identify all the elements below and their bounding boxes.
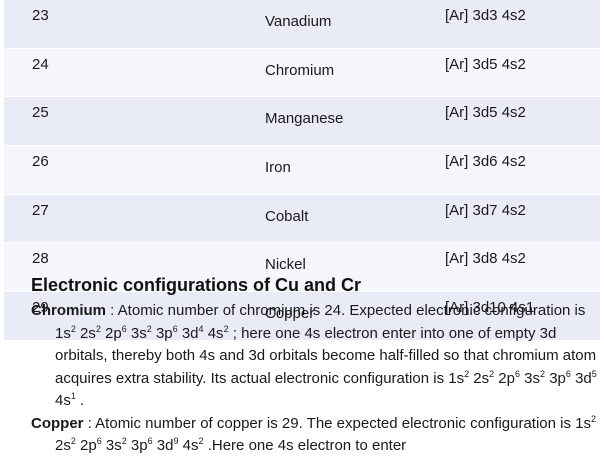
atomic-number-cell: 29	[4, 291, 265, 341]
chromium-paragraph: Chromium : Atomic number of chromium is …	[31, 302, 597, 409]
configuration-cell: [Ar] 3d7 4s2	[445, 194, 600, 244]
atomic-number-cell: 26	[4, 145, 265, 195]
element-name-cell: Nickel	[265, 242, 445, 293]
notes-section: Electronic configurations of Cu and Cr C…	[31, 273, 597, 458]
chromium-text-2: ; here one 4s electron enter into one of…	[55, 324, 597, 387]
table-row: 24 Chromium [Ar] 3d5 4s2	[4, 48, 600, 98]
electron-configuration-table: 23 Vanadium [Ar] 3d3 4s2 24 Chromium [Ar…	[4, 0, 600, 341]
configuration-cell: [Ar] 3d6 4s2	[445, 145, 600, 195]
element-name-cell: Iron	[265, 145, 445, 195]
section-heading: Electronic configurations of Cu and Cr	[31, 275, 362, 295]
atomic-number-cell: 27	[4, 194, 265, 244]
configuration-cell: [Ar] 3d5 4s2	[445, 96, 600, 147]
atomic-number-cell: 25	[4, 96, 265, 147]
atomic-number-cell: 23	[4, 0, 265, 49]
copper-label: Copper	[31, 414, 84, 432]
copper-text-1: : Atomic number of copper is 29. The exp…	[83, 414, 591, 432]
element-name-cell: Chromium	[265, 48, 445, 98]
configuration-cell: [Ar] 3d5 4s2	[445, 48, 600, 98]
table-row: 26 Iron [Ar] 3d6 4s2	[4, 145, 600, 195]
element-name-cell: Vanadium	[265, 0, 445, 49]
configuration-cell: [Ar] 3d10 4s1	[445, 291, 600, 341]
copper-text-2: .Here one 4s electron to enter	[207, 437, 407, 454]
element-name-cell: Copper	[265, 291, 445, 341]
chromium-text-3: .	[80, 392, 85, 409]
element-name-cell: Cobalt	[265, 194, 445, 244]
table-row: 25 Manganese [Ar] 3d5 4s2	[4, 96, 600, 147]
table-row: 27 Cobalt [Ar] 3d7 4s2	[4, 194, 600, 244]
atomic-number-cell: 28	[4, 242, 265, 293]
configuration-cell: [Ar] 3d8 4s2	[445, 242, 600, 293]
table-row: 23 Vanadium [Ar] 3d3 4s2	[4, 0, 600, 49]
chromium-label: Chromium	[31, 302, 106, 319]
table-row: 28 Nickel [Ar] 3d8 4s2	[4, 242, 600, 293]
element-name-cell: Manganese	[265, 96, 445, 147]
copper-paragraph: Copper : Atomic number of copper is 29. …	[31, 413, 597, 454]
configuration-cell: [Ar] 3d3 4s2	[445, 0, 600, 49]
chromium-text-1: : Atomic number of chromium is 24. Expec…	[55, 302, 586, 342]
atomic-number-cell: 24	[4, 48, 265, 98]
table-row: 29 Copper [Ar] 3d10 4s1	[4, 291, 600, 341]
